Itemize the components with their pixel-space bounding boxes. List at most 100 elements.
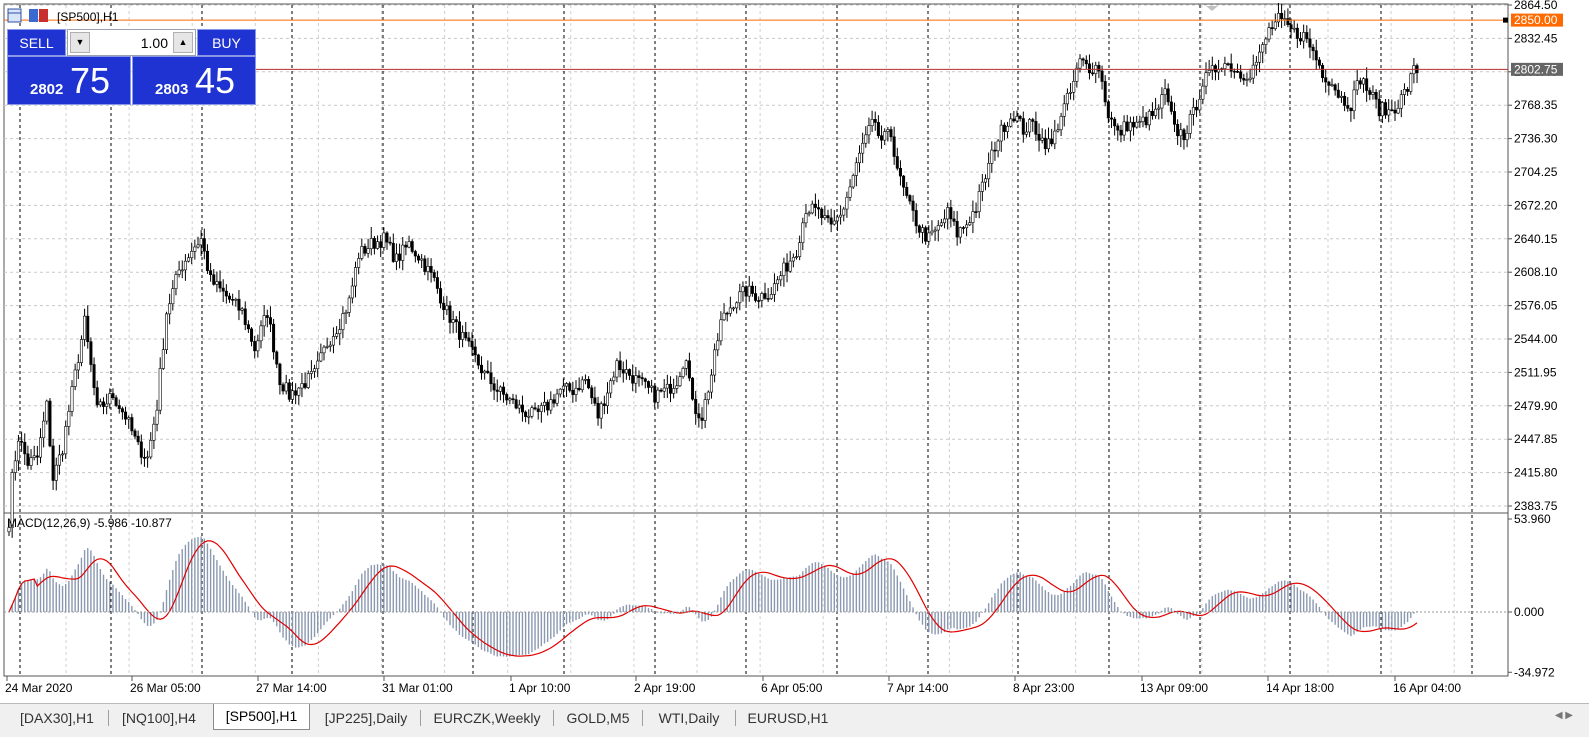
candle-body <box>48 400 52 447</box>
candle-body <box>331 336 335 346</box>
buy-price-button[interactable]: 2803 45 <box>132 56 256 105</box>
candle-body <box>993 149 997 152</box>
chart-tab[interactable]: EURUSD,H1 <box>747 710 829 726</box>
candle-body <box>936 225 940 231</box>
candle-body <box>813 203 817 208</box>
candle-body <box>1223 63 1227 69</box>
volume-decrease-button[interactable]: ▼ <box>70 32 90 53</box>
candle-body <box>199 238 203 246</box>
price-axis-label: 2447.85 <box>1514 432 1558 446</box>
candle-body <box>1031 119 1035 122</box>
candle-body <box>13 460 17 473</box>
candle-body <box>1267 27 1271 40</box>
candle-body <box>754 293 758 301</box>
candle-body <box>1390 109 1394 112</box>
candle-body <box>350 285 354 299</box>
candle-body <box>968 222 972 226</box>
price-axis-label: 2576.05 <box>1514 299 1558 313</box>
candle-body <box>253 341 257 352</box>
chart-tab[interactable]: [SP500],H1 <box>213 704 310 730</box>
chart-shift-marker-icon[interactable] <box>1206 6 1218 11</box>
candle-body <box>1015 115 1019 122</box>
volume-increase-button[interactable]: ▲ <box>173 32 193 53</box>
candle-body <box>470 340 474 348</box>
candle-body <box>889 129 893 138</box>
candle-body <box>952 218 956 222</box>
candle-body <box>1087 63 1091 74</box>
candle-body <box>290 390 294 400</box>
candle-body <box>372 238 376 249</box>
candle-body <box>1242 77 1246 81</box>
candle-body <box>10 472 14 528</box>
time-axis-label: 27 Mar 14:00 <box>256 681 327 695</box>
candle-body <box>1280 13 1284 20</box>
candle-body <box>1346 105 1350 109</box>
chart-tab[interactable]: EURCZK,Weekly <box>433 710 541 726</box>
chart-tab[interactable]: GOLD,M5 <box>566 710 630 726</box>
candle-body <box>142 456 146 459</box>
price-axis-label: 2544.00 <box>1514 332 1558 346</box>
candle-body <box>939 222 943 226</box>
candle-body <box>1384 102 1388 116</box>
candle-body <box>306 373 310 388</box>
candle-body <box>536 408 540 412</box>
candle-body <box>798 242 802 257</box>
candle-body <box>628 369 632 376</box>
candle-body <box>1191 106 1195 115</box>
sell-price-button[interactable]: 2802 75 <box>7 56 131 105</box>
candle-body <box>394 253 398 262</box>
candle-body <box>275 351 279 365</box>
candle-body <box>1352 89 1356 112</box>
candle-body <box>319 352 323 362</box>
candle-body <box>224 290 228 297</box>
candle-body <box>205 250 209 271</box>
candle-body <box>1198 98 1202 111</box>
price-axis-label: 2608.10 <box>1514 265 1558 279</box>
candle-body <box>691 377 695 400</box>
candle-body <box>1226 63 1230 65</box>
period-separators <box>19 5 1473 676</box>
alert-marker-icon[interactable] <box>1503 17 1508 23</box>
candle-body <box>183 260 187 271</box>
candle-body <box>70 386 74 412</box>
candle-body <box>832 220 836 225</box>
chart-tab[interactable]: [DAX30],H1 <box>20 710 94 726</box>
candle-body <box>369 238 373 249</box>
candle-body <box>725 312 729 315</box>
candle-body <box>599 403 603 419</box>
candle-body <box>1251 64 1255 79</box>
candle-body <box>190 251 194 259</box>
tab-scroll-arrows-icon[interactable]: ◀ ▶ <box>1554 710 1573 721</box>
volume-input[interactable] <box>92 32 168 53</box>
chart-tab[interactable]: [NQ100],H4 <box>122 710 196 726</box>
sell-button[interactable]: SELL <box>7 29 66 56</box>
buy-button[interactable]: BUY <box>197 29 256 56</box>
tab-separator <box>642 710 643 726</box>
candle-body <box>193 246 197 252</box>
candle-body <box>404 244 408 248</box>
time-axis-label: 2 Apr 19:00 <box>634 681 696 695</box>
candle-body <box>794 256 798 258</box>
candle-body <box>127 417 131 420</box>
chart-tab[interactable]: [JP225],Daily <box>324 710 408 726</box>
candle-body <box>1308 38 1312 48</box>
candle-body <box>760 293 764 301</box>
candle-body <box>571 390 575 395</box>
candle-body <box>1119 129 1123 136</box>
candle-body <box>1368 90 1372 95</box>
candle-body <box>583 379 587 381</box>
time-axis-label: 26 Mar 05:00 <box>130 681 201 695</box>
candle-body <box>1387 109 1391 116</box>
candle-body <box>382 232 386 248</box>
sell-price-main: 2802 <box>30 81 64 98</box>
candle-body <box>555 393 559 404</box>
candle-body <box>265 315 269 318</box>
candle-body <box>108 393 112 405</box>
chart-tab[interactable]: WTI,Daily <box>658 710 720 726</box>
price-axis: 2864.502832.452800.402768.352736.302704.… <box>1508 0 1558 513</box>
candle-body <box>1097 65 1101 72</box>
candle-body <box>492 383 496 391</box>
candle-body <box>640 377 644 380</box>
candle-body <box>902 175 906 188</box>
